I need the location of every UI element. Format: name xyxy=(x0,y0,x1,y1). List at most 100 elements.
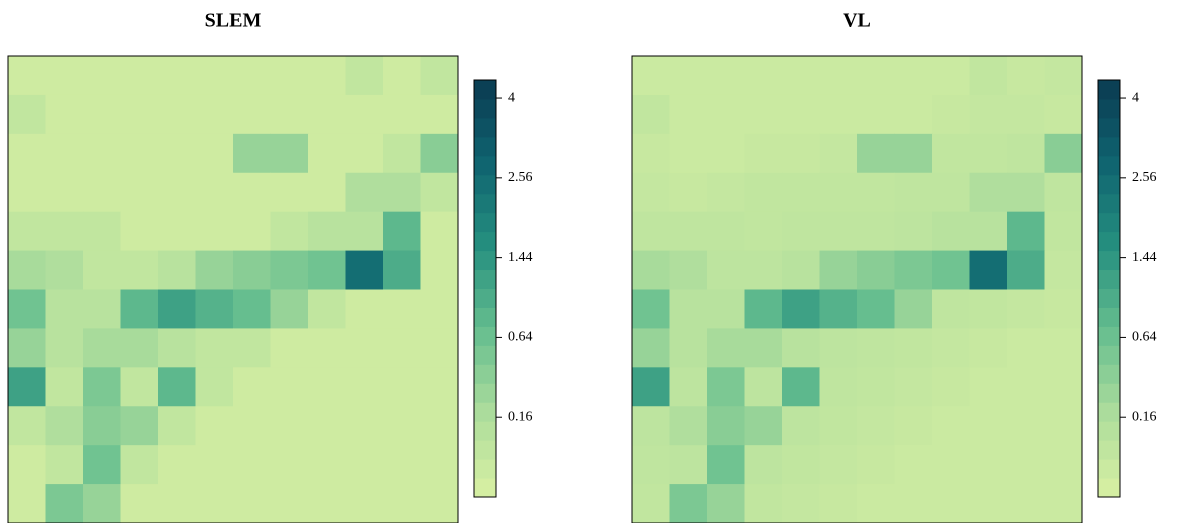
heat-cell xyxy=(345,289,384,329)
heat-cell xyxy=(669,367,708,407)
colorbar-step xyxy=(474,193,496,214)
heat-cell xyxy=(8,56,46,96)
heat-cell xyxy=(857,172,895,213)
heat-cell xyxy=(45,56,84,96)
heat-cell xyxy=(969,289,1008,329)
heat-cell xyxy=(632,484,670,523)
heat-cell xyxy=(420,328,459,368)
heat-cell xyxy=(932,250,970,290)
heat-cell xyxy=(857,289,895,329)
heat-cell xyxy=(669,289,708,329)
heat-cell xyxy=(782,172,820,213)
heat-cell xyxy=(707,211,745,252)
heat-cell xyxy=(120,172,159,213)
colorbar-step xyxy=(474,402,496,422)
heat-cell xyxy=(383,133,421,174)
colorbar-step xyxy=(474,98,496,119)
heat-cell xyxy=(932,289,970,329)
heat-cell xyxy=(308,133,346,174)
heat-cell xyxy=(45,289,84,329)
heat-cell xyxy=(195,56,234,96)
heat-cell xyxy=(45,133,84,174)
colorbar-step xyxy=(1098,402,1120,422)
heat-cell xyxy=(158,250,196,290)
heat-cell xyxy=(120,250,159,290)
heat-cell xyxy=(383,56,421,96)
colorbar-tick-label: 2.56 xyxy=(1132,170,1157,185)
plot-frame xyxy=(631,55,1083,523)
heat-cell xyxy=(969,56,1008,96)
heat-cell xyxy=(83,484,121,523)
heat-cell xyxy=(707,367,745,407)
heat-cell xyxy=(1044,484,1083,523)
heat-cell xyxy=(308,56,346,96)
heat-cell xyxy=(1044,289,1083,329)
heat-cell xyxy=(669,328,708,368)
heat-cell xyxy=(195,328,234,368)
heat-cell xyxy=(308,94,346,135)
heat-cell xyxy=(83,445,121,485)
heat-cell xyxy=(744,56,783,96)
heat-cell xyxy=(83,56,121,96)
colorbar-step xyxy=(474,459,496,479)
colorbar-step xyxy=(1098,307,1120,327)
heat-cell xyxy=(932,133,970,174)
heat-cell xyxy=(819,328,858,368)
heat-cell xyxy=(195,406,234,446)
colorbar-step xyxy=(1098,326,1120,346)
heat-cell xyxy=(120,445,159,485)
heat-cell xyxy=(345,172,384,213)
heat-cell xyxy=(45,94,84,135)
heat-cell xyxy=(669,250,708,290)
colorbar-step xyxy=(1098,98,1120,119)
heat-cell xyxy=(1007,56,1045,96)
heat-cell xyxy=(969,445,1008,485)
heat-cell xyxy=(707,56,745,96)
colorbar-step xyxy=(474,326,496,346)
heat-cell xyxy=(308,367,346,407)
heat-cell xyxy=(782,445,820,485)
heat-cell xyxy=(8,328,46,368)
heat-cell xyxy=(707,133,745,174)
heat-cell xyxy=(270,445,309,485)
heat-cell xyxy=(744,406,783,446)
heat-cell xyxy=(420,484,459,523)
colorbar-tick-label: 0.16 xyxy=(1132,409,1157,424)
colorbar-step xyxy=(1098,193,1120,214)
heat-cell xyxy=(383,94,421,135)
colorbar-step xyxy=(1098,440,1120,460)
heat-cell xyxy=(83,367,121,407)
heat-cell xyxy=(158,289,196,329)
heat-cell xyxy=(1044,172,1083,213)
heat-cell xyxy=(158,367,196,407)
heat-cell xyxy=(894,484,933,523)
colorbar-step xyxy=(1098,459,1120,479)
colorbar-step xyxy=(474,231,496,252)
heat-cell xyxy=(45,367,84,407)
heat-cell xyxy=(195,367,234,407)
heat-cell xyxy=(932,406,970,446)
colorbar-step xyxy=(1098,345,1120,365)
heat-cell xyxy=(969,172,1008,213)
heat-cell xyxy=(894,172,933,213)
heat-cell xyxy=(632,133,670,174)
heat-cell xyxy=(8,250,46,290)
heat-cell xyxy=(932,56,970,96)
colorbar-step xyxy=(1098,155,1120,176)
plot-frame xyxy=(7,55,459,523)
heat-cell xyxy=(632,445,670,485)
heat-cell xyxy=(744,328,783,368)
heat-cell xyxy=(969,406,1008,446)
heat-cell xyxy=(1007,250,1045,290)
heat-cell xyxy=(8,94,46,135)
heat-cell xyxy=(857,406,895,446)
heat-cell xyxy=(894,445,933,485)
heat-cell xyxy=(1007,133,1045,174)
heat-cell xyxy=(45,406,84,446)
heat-cell xyxy=(345,133,384,174)
heat-cell xyxy=(383,406,421,446)
heat-cell xyxy=(969,484,1008,523)
heat-cell xyxy=(969,133,1008,174)
heat-cell xyxy=(669,133,708,174)
heat-cell xyxy=(819,367,858,407)
